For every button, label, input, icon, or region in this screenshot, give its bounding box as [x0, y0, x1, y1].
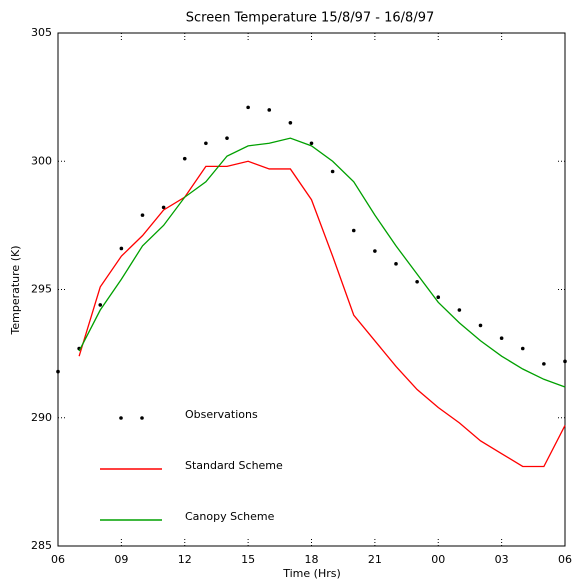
x-tick-label: 12 — [178, 553, 192, 566]
y-tick-label: 300 — [31, 154, 52, 167]
y-axis-label: Temperature (K) — [9, 246, 22, 336]
x-tick-label: 06 — [558, 553, 572, 566]
observation-point — [161, 205, 166, 210]
y-tick-label: 285 — [31, 539, 52, 552]
series-line — [78, 137, 566, 388]
chart-title: Screen Temperature 15/8/97 - 16/8/97 — [186, 11, 435, 26]
x-tick-label: 09 — [114, 553, 128, 566]
observation-point — [542, 362, 546, 366]
observation-point — [140, 213, 145, 217]
observation-point — [56, 369, 60, 374]
observation-point — [246, 105, 250, 110]
observation-point — [182, 156, 187, 161]
x-tick-label: 03 — [495, 553, 509, 566]
legend-marker — [119, 416, 123, 420]
observation-point — [520, 346, 525, 351]
observation-point — [204, 141, 208, 146]
y-tick-label: 290 — [31, 411, 52, 424]
observation-point — [457, 308, 462, 312]
observation-point — [267, 108, 272, 112]
x-axis-label: Time (Hrs) — [282, 567, 341, 580]
observation-point — [98, 303, 103, 307]
legend-label: Standard Scheme — [185, 459, 283, 472]
observation-point — [563, 359, 567, 364]
x-tick-label: 18 — [305, 553, 319, 566]
observation-point — [394, 262, 398, 266]
x-tick-label: 06 — [51, 553, 65, 566]
observation-point — [351, 228, 356, 233]
observation-point — [288, 120, 293, 125]
y-tick-label: 295 — [31, 283, 52, 296]
observation-point — [478, 323, 483, 328]
observation-point — [330, 169, 335, 174]
legend-label: Canopy Scheme — [185, 510, 275, 523]
observation-point — [415, 280, 419, 284]
observation-point — [309, 141, 314, 146]
observation-point — [373, 249, 377, 253]
observation-point — [436, 295, 441, 299]
x-tick-label: 21 — [368, 553, 382, 566]
y-tick-label: 305 — [31, 26, 52, 39]
series-line — [78, 160, 566, 468]
x-tick-label: 15 — [241, 553, 255, 566]
x-tick-label: 00 — [431, 553, 445, 566]
observation-point — [225, 136, 229, 140]
legend-label: Observations — [185, 408, 258, 421]
legend-marker — [140, 416, 144, 420]
observation-point — [499, 336, 504, 341]
observation-point — [119, 246, 124, 251]
